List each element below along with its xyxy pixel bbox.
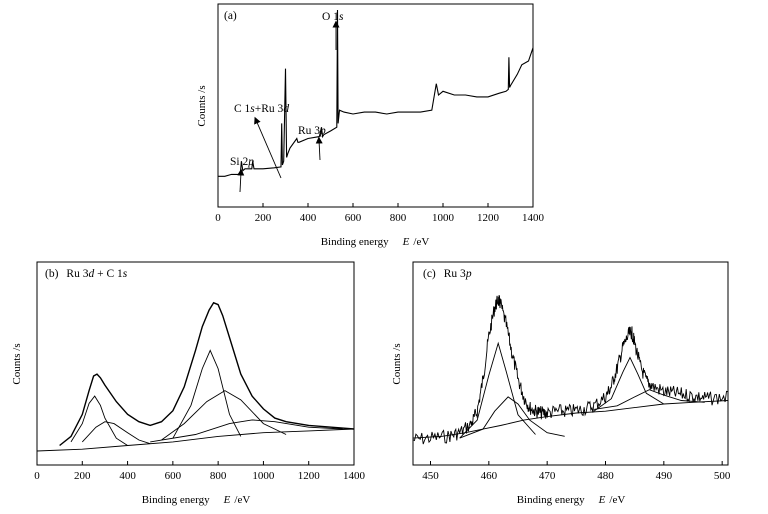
panel-a-xlabel-unit: /eV	[413, 236, 429, 248]
x-tick-label-0: 0	[215, 212, 221, 224]
panel-c-xlabel-symbol: E	[598, 494, 606, 506]
x-tick-label-200: 200	[255, 212, 272, 224]
x-tick-label-450: 450	[422, 470, 439, 482]
ru3p-component-line-2	[459, 396, 565, 439]
panel-b-xlabel-unit: /eV	[234, 494, 250, 506]
panel-a-frame	[217, 3, 534, 208]
x-tick-label-1200: 1200	[298, 470, 321, 482]
panel-b-xlabel-symbol: E	[223, 494, 231, 506]
ru3p-raw-spectrum-line	[412, 295, 729, 445]
ru3d-c1s-envelope-line	[59, 301, 355, 447]
panel-c-frame	[412, 261, 729, 466]
panel-a-xlabel-symbol: E	[402, 236, 410, 248]
ru3p-arrow	[315, 136, 323, 161]
panel-b-frame	[36, 261, 355, 466]
annotation-si2p: Si 2p	[230, 156, 254, 193]
panel-b-xlabel: Binding energy E/eV	[142, 494, 251, 506]
ru3p-component-line-3	[593, 356, 665, 412]
panel-c-xlabel-unit: /eV	[609, 494, 625, 506]
x-tick-label-480: 480	[597, 470, 614, 482]
x-tick-label-800: 800	[210, 470, 227, 482]
panel-a-xticks: 0 200 400 600 800 1000 1200 1400	[215, 203, 545, 224]
ru3p-component-line-4	[593, 389, 705, 410]
ru3d-c1s-component-line-5	[150, 419, 343, 443]
panel-c-xlabel-text: Binding energy	[517, 494, 585, 506]
x-tick-label-490: 490	[656, 470, 673, 482]
ru3p-component-line-1	[459, 341, 536, 439]
panel-a-xlabel-text: Binding energy	[321, 236, 389, 248]
c1s-ru3d-arrow	[254, 116, 282, 179]
x-tick-label-1400: 1400	[343, 470, 366, 482]
x-tick-label-600: 600	[165, 470, 182, 482]
panel-a: (a) 0 200 400 600 800 1000 1200 1400 Counts /s …	[196, 3, 545, 248]
annotation-c1s-ru3d: C 1s+Ru 3d	[234, 103, 289, 179]
x-tick-label-800: 800	[390, 212, 407, 224]
x-tick-label-1000: 1000	[252, 470, 275, 482]
x-tick-label-500: 500	[714, 470, 731, 482]
ru3d-c1s-component-line-2	[81, 421, 151, 445]
x-tick-label-0: 0	[34, 470, 40, 482]
c1s-ru3d-label: C 1s+Ru 3d	[234, 103, 289, 115]
panel-a-label: (a)	[224, 10, 237, 22]
panel-b-ylabel: Counts /s	[11, 343, 23, 384]
si2p-label: Si 2p	[230, 156, 254, 168]
annotation-ru3p: Ru 3p	[298, 125, 326, 161]
x-tick-label-200: 200	[74, 470, 91, 482]
si2p-arrow	[237, 168, 245, 193]
panel-c-ylabel: Counts /s	[391, 343, 403, 384]
x-tick-label-600: 600	[345, 212, 362, 224]
survey-spectrum-line	[218, 9, 534, 177]
ru3d-c1s-component-line-3	[172, 349, 242, 439]
ru3p-label: Ru 3p	[298, 125, 326, 137]
x-tick-label-400: 400	[300, 212, 317, 224]
panel-c-xticks: 450 460 470 480 490 500	[422, 461, 731, 482]
panel-c-xlabel: Binding energy E/eV	[517, 494, 626, 506]
x-tick-label-400: 400	[119, 470, 136, 482]
x-tick-label-1000: 1000	[432, 212, 455, 224]
panel-b-xticks: 0 200 400 600 800 1000 1200 1400	[34, 461, 366, 482]
panel-b-xlabel-text: Binding energy	[142, 494, 210, 506]
x-tick-label-1200: 1200	[477, 212, 500, 224]
panel-b-curves	[36, 301, 355, 452]
panel-c-curves	[412, 295, 729, 445]
panel-a-xlabel: Binding energy E/eV	[321, 236, 430, 248]
panel-c-label: (c) Ru 3p	[423, 268, 472, 280]
panel-a-ylabel: Counts /s	[196, 85, 208, 126]
ru3p-component-line-5	[412, 400, 729, 439]
panel-c: (c) Ru 3p 450 460 470 480 490 500 Counts /s Bi…	[391, 261, 731, 506]
x-tick-label-460: 460	[481, 470, 498, 482]
ru3d-c1s-component-line-4	[161, 390, 287, 441]
panel-b-label: (b) Ru 3d + C 1s	[45, 268, 128, 280]
annotation-o1s: O 1s	[322, 11, 344, 50]
panel-b: (b) Ru 3d + C 1s 0 200 400 600 800 1000 1200 140…	[11, 261, 366, 506]
o1s-label: O 1s	[322, 11, 344, 23]
x-tick-label-1400: 1400	[522, 212, 545, 224]
ru3d-c1s-component-line-6	[36, 428, 355, 452]
x-tick-label-470: 470	[539, 470, 556, 482]
ru3d-c1s-component-line-1	[70, 395, 128, 446]
